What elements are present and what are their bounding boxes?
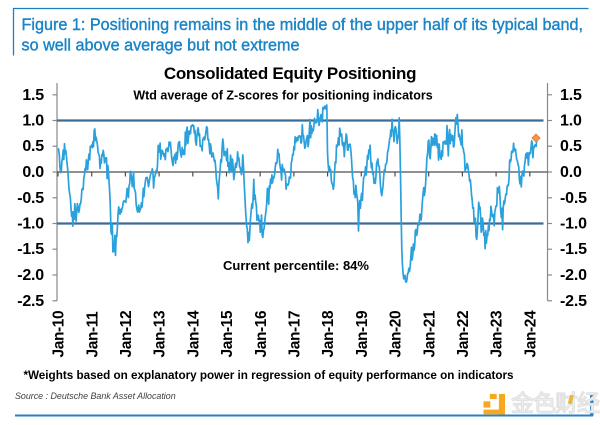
svg-text:-1.5: -1.5 <box>560 241 587 258</box>
svg-text:-1.0: -1.0 <box>560 216 587 233</box>
svg-text:Figure 1: Positioning remains: Figure 1: Positioning remains in the mid… <box>22 16 583 34</box>
svg-text:Jan-22: Jan-22 <box>455 311 472 358</box>
svg-text:-2.0: -2.0 <box>560 267 587 284</box>
svg-text:Jan-23: Jan-23 <box>489 310 506 357</box>
svg-text:Jan-11: Jan-11 <box>84 311 101 358</box>
svg-text:Jan-17: Jan-17 <box>287 311 304 358</box>
svg-text:Consolidated Equity Positionin: Consolidated Equity Positioning <box>164 64 416 83</box>
svg-text:Jan-24: Jan-24 <box>522 310 539 357</box>
svg-text:0.0: 0.0 <box>22 164 44 181</box>
svg-text:*Weights based on explanatory: *Weights based on explanatory power in r… <box>23 369 514 382</box>
svg-text:-2.5: -2.5 <box>560 293 587 310</box>
svg-text:Jan-10: Jan-10 <box>51 311 68 358</box>
svg-text:-1.5: -1.5 <box>17 241 44 258</box>
svg-text:Jan-15: Jan-15 <box>219 310 236 357</box>
svg-text:1.0: 1.0 <box>22 113 44 130</box>
svg-text:1.0: 1.0 <box>560 113 582 130</box>
svg-text:Jan-16: Jan-16 <box>253 310 270 357</box>
svg-text:-1.0: -1.0 <box>17 216 44 233</box>
svg-text:so well above average but not: so well above average but not extreme <box>22 37 300 55</box>
svg-text:金色财经: 金色财经 <box>510 390 600 416</box>
svg-text:1.5: 1.5 <box>22 87 44 104</box>
svg-text:1.5: 1.5 <box>560 87 582 104</box>
svg-text:Jan-12: Jan-12 <box>118 311 135 358</box>
svg-text:-0.5: -0.5 <box>17 190 44 207</box>
svg-text:Wtd average of Z-scores for po: Wtd average of Z-scores for positioning … <box>133 89 432 103</box>
svg-text:0.5: 0.5 <box>560 138 582 155</box>
svg-text:-0.5: -0.5 <box>560 190 587 207</box>
svg-text:Current percentile: 84%: Current percentile: 84% <box>223 258 369 273</box>
svg-text:0.5: 0.5 <box>22 138 44 155</box>
svg-text:-2.5: -2.5 <box>17 293 44 310</box>
svg-text:Jan-19: Jan-19 <box>354 310 371 357</box>
svg-text:Jan-14: Jan-14 <box>185 310 202 357</box>
svg-text:Jan-21: Jan-21 <box>421 310 438 357</box>
svg-text:Jan-13: Jan-13 <box>152 310 169 357</box>
svg-text:-2.0: -2.0 <box>17 267 44 284</box>
svg-text:0.0: 0.0 <box>560 164 582 181</box>
svg-text:Jan-20: Jan-20 <box>388 311 405 358</box>
svg-text:Jan-18: Jan-18 <box>320 310 337 357</box>
svg-text:Source : Deutsche Bank Asset A: Source : Deutsche Bank Asset Allocation <box>15 391 176 401</box>
